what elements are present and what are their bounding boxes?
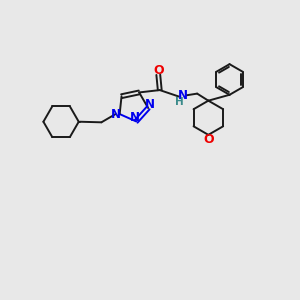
Text: O: O — [153, 64, 164, 77]
Text: O: O — [203, 133, 214, 146]
Text: N: N — [145, 98, 155, 111]
Text: N: N — [178, 89, 188, 102]
Text: N: N — [130, 111, 140, 124]
Text: N: N — [110, 108, 121, 121]
Text: H: H — [176, 97, 184, 107]
